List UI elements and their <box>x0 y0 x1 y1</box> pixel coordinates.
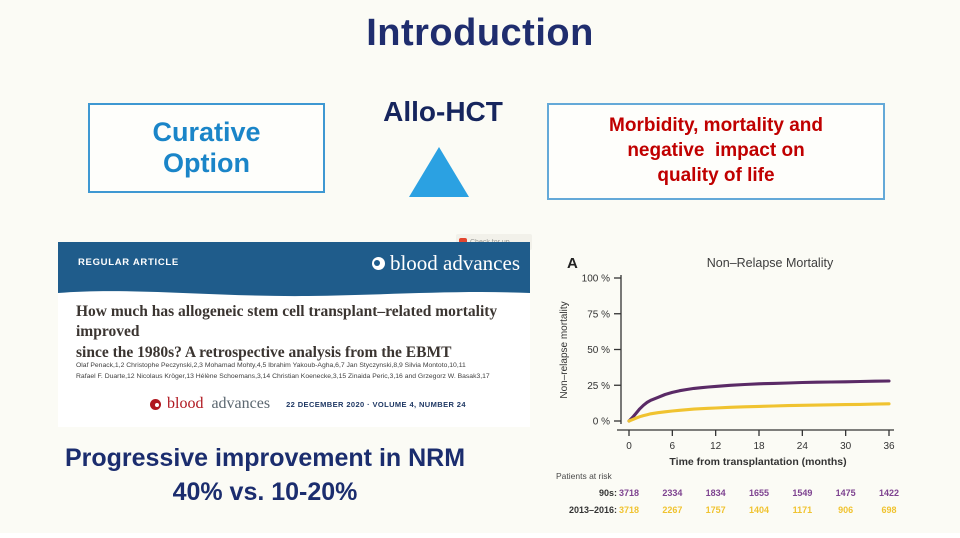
y-axis-label: Non–relapse mortality <box>559 301 570 398</box>
blood-advances-citation-icon <box>150 398 161 410</box>
risk-value: 1655 <box>749 488 769 498</box>
risk-value: 3718 <box>619 505 639 515</box>
x-tick-label: 24 <box>797 441 809 452</box>
triangle-icon <box>409 147 469 197</box>
blood-advances-logo-text: blood advances <box>389 251 520 275</box>
risk-value: 1404 <box>749 505 769 515</box>
y-tick-label: 25 % <box>587 381 610 392</box>
risk-value: 1422 <box>879 488 899 498</box>
allo-hct-label: Allo-HCT <box>383 96 503 127</box>
article-title-line2: since the 1980s? A retrospective analysi… <box>76 343 452 361</box>
x-tick-label: 6 <box>670 441 676 452</box>
morbidity-line1: Morbidity, mortality and <box>609 115 823 137</box>
risk-value: 2267 <box>662 505 682 515</box>
risk-value: 906 <box>838 505 853 515</box>
regular-article-label: REGULAR ARTICLE <box>78 257 179 268</box>
citation-advances: advances <box>211 395 271 412</box>
morbidity-box: Morbidity, mortality and negative impact… <box>547 103 885 200</box>
series-line-90s <box>627 379 891 423</box>
risk-table-header: Patients at risk <box>556 471 612 481</box>
risk-value: 1171 <box>793 505 813 515</box>
blood-advances-logo-icon <box>371 257 385 270</box>
conclusion-statement: Progressive improvement in NRM 40% vs. 1… <box>30 441 500 509</box>
citation-issue: 22 DECEMBER 2020 · VOLUME 4, NUMBER 24 <box>286 399 466 409</box>
curative-line2: Option <box>163 148 250 178</box>
risk-value: 1757 <box>706 505 726 515</box>
x-tick-label: 12 <box>710 441 722 452</box>
authors-line2: Rafael F. Duarte,12 Nicolaus Kröger,13 H… <box>76 373 490 381</box>
y-tick-label: 75 % <box>587 309 610 320</box>
risk-value: 3718 <box>619 488 639 498</box>
citation-blood: blood <box>167 395 204 412</box>
blood-advances-logo: blood advances <box>371 251 520 276</box>
article-title: How much has allogeneic stem cell transp… <box>76 302 518 363</box>
x-axis-label: Time from transplantation (months) <box>669 456 846 468</box>
journal-banner: REGULAR ARTICLE blood advances <box>58 242 530 286</box>
risk-row-label: 2013–2016: <box>569 505 617 515</box>
nrm-chart-svg: A Non–Relapse Mortality 0 % 25 % 50 % 75 % 100… <box>556 255 899 515</box>
morbidity-line3: quality of life <box>657 164 775 186</box>
article-authors: Olaf Penack,1,2 Christophe Peczynski,2,3… <box>76 360 518 382</box>
risk-value: 1549 <box>792 488 812 498</box>
conclusion-line1: Progressive improvement in NRM <box>64 444 466 472</box>
authors-line1: Olaf Penack,1,2 Christophe Peczynski,2,3… <box>76 362 466 369</box>
y-tick-label: 0 % <box>593 417 610 428</box>
curative-option-box: Curative Option <box>88 103 325 193</box>
curative-line1: Curative <box>152 116 261 147</box>
x-tick-label: 0 <box>626 441 632 452</box>
panel-label: A <box>567 255 578 272</box>
nrm-chart: A Non–Relapse Mortality 0 % 25 % 50 % 75 % 100… <box>553 243 955 533</box>
article-card: Check for up REGULAR ARTICLE blood advan… <box>58 234 532 427</box>
series-line-2013-2016 <box>627 402 891 423</box>
y-tick-label: 100 % <box>582 274 610 285</box>
risk-value: 1834 <box>706 488 726 498</box>
risk-value: 2334 <box>662 488 682 498</box>
risk-value: 1475 <box>836 488 856 498</box>
x-tick-label: 30 <box>840 441 852 452</box>
morbidity-line2: negative impact on <box>627 140 805 162</box>
x-tick-label: 36 <box>883 441 895 452</box>
article-title-line1: How much has allogeneic stem cell transp… <box>76 303 498 341</box>
risk-row-label: 90s: <box>599 488 617 498</box>
banner-wave <box>58 286 530 297</box>
article-citation: blood advances 22 DECEMBER 2020 · VOLUME… <box>150 395 466 413</box>
risk-value: 698 <box>881 505 896 515</box>
chart-title: Non–Relapse Mortality <box>707 256 834 270</box>
conclusion-line2: 40% vs. 10-20% <box>172 478 358 506</box>
x-tick-label: 18 <box>753 441 765 452</box>
page-title: Introduction <box>366 12 594 54</box>
y-tick-label: 50 % <box>587 345 610 356</box>
